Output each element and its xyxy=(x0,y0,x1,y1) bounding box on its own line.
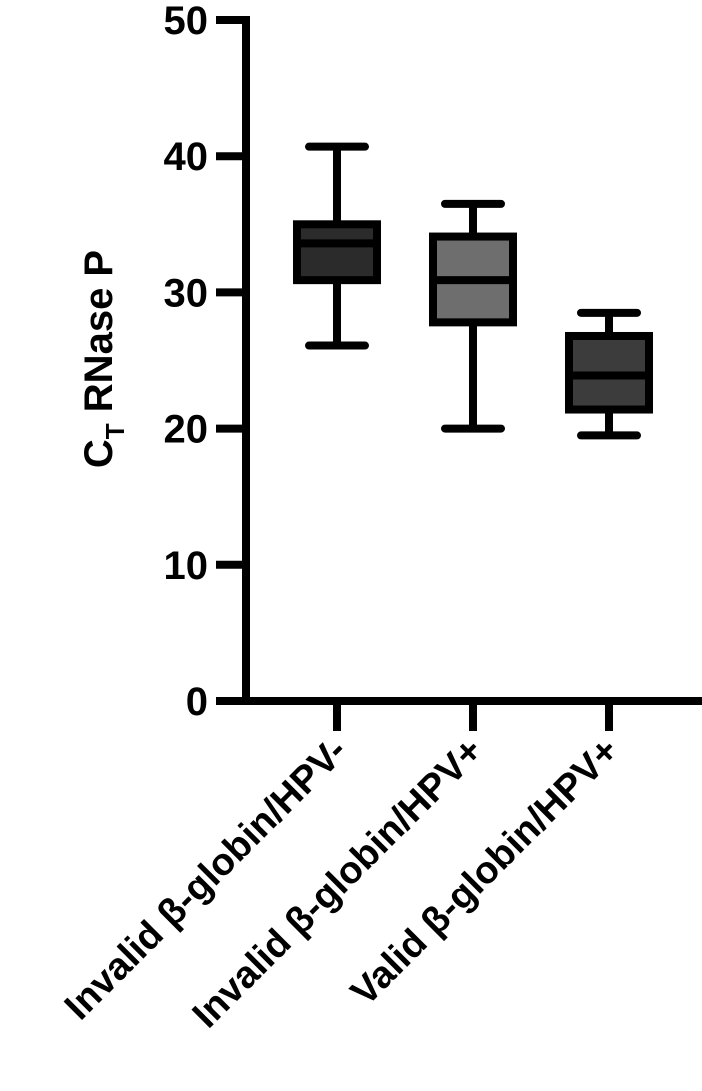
y-axis-title: CT RNase P xyxy=(77,250,130,468)
y-tick-label: 40 xyxy=(164,135,209,179)
box-iqr xyxy=(293,220,381,285)
x-category-label: Invalid β-globin/HPV- xyxy=(57,730,355,1028)
y-tick-label: 20 xyxy=(164,408,209,452)
y-axis: 0 10 20 30 40 50 xyxy=(164,0,250,724)
box-2 xyxy=(429,199,517,433)
x-axis: Invalid β-globin/HPV-Invalid β-globin/HP… xyxy=(57,697,702,1036)
y-tick-label: 0 xyxy=(186,680,208,724)
x-category-label: Valid β-globin/HPV+ xyxy=(343,730,627,1014)
y-tick-label: 30 xyxy=(164,271,209,315)
box-series xyxy=(293,142,653,440)
box-1 xyxy=(293,142,381,350)
y-tick-label: 10 xyxy=(164,544,209,588)
y-tick-label: 50 xyxy=(164,0,209,43)
box-3 xyxy=(565,308,653,440)
